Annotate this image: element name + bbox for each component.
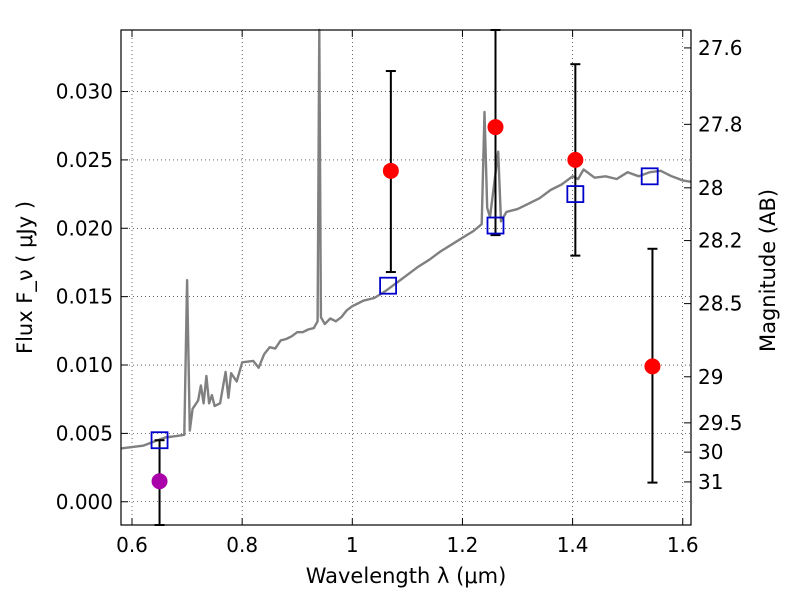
x-tick-label: 1.4	[557, 533, 589, 557]
square-marker	[486, 216, 505, 235]
square-marker	[566, 185, 585, 203]
right-tick-label: 27.6	[698, 36, 743, 60]
square-marker	[150, 431, 169, 450]
x-tick-label: 1	[346, 533, 359, 557]
plot-frame	[120, 29, 692, 526]
right-tick-label: 29	[698, 365, 723, 389]
right-tick-label: 28.5	[698, 292, 743, 316]
x-axis-title: Wavelength λ (μm)	[306, 564, 507, 588]
y-axis-title: Flux F_ν ( μJy )	[13, 201, 38, 354]
right-tick-label: 27.8	[698, 112, 743, 136]
spectrum-series	[120, 28, 692, 450]
circle-marker	[382, 162, 399, 179]
right-tick-label: 28.2	[698, 229, 743, 253]
x-tick-label: 1.6	[667, 533, 699, 557]
square-marker	[379, 276, 398, 295]
right-axis-title: Magnitude (AB)	[756, 189, 780, 352]
model-photometry-series	[150, 167, 659, 450]
right-tick-label: 29.5	[698, 411, 743, 435]
x-tick-label: 0.8	[226, 533, 258, 557]
circle-marker	[644, 358, 661, 375]
right-tick-label: 31	[698, 470, 723, 494]
right-tick-label: 30	[698, 440, 723, 464]
grid	[121, 30, 691, 525]
y-tick-label: 0.030	[56, 80, 113, 104]
right-tick-label: 28	[698, 176, 723, 200]
x-tick-label: 0.6	[116, 533, 148, 557]
y-tick-label: 0.020	[56, 216, 113, 240]
square-marker	[640, 167, 659, 186]
y-tick-label: 0.000	[56, 490, 113, 514]
y-tick-label: 0.025	[56, 148, 113, 172]
y-tick-label: 0.015	[56, 285, 113, 309]
spectrum-line	[120, 28, 692, 450]
circle-marker	[567, 151, 584, 168]
x-tick-label: 1.2	[447, 533, 479, 557]
y-tick-label: 0.005	[56, 421, 113, 445]
ticks: 0.6 0.8 1 1.2 1.4 1.6 0.000 0.005 0.010 0.015 0.02…	[56, 30, 743, 557]
y-tick-label: 0.010	[56, 353, 113, 377]
observed-photometry-series	[151, 119, 661, 490]
circle-marker	[151, 473, 168, 490]
error-bars	[154, 29, 658, 526]
circle-marker	[487, 119, 504, 136]
